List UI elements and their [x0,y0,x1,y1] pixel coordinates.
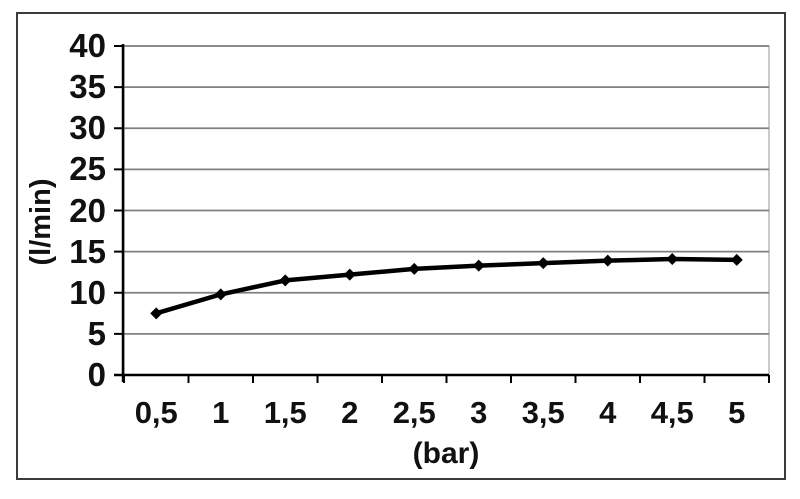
y-tick-label: 20 [69,191,106,229]
y-tick-label: 30 [69,109,106,147]
y-tick-label: 15 [69,232,106,270]
x-tick-label: 2 [341,395,359,430]
data-point-marker [730,253,743,266]
y-tick-label: 0 [87,356,106,393]
data-point-marker [343,268,356,281]
data-point-marker [537,257,550,270]
data-point-marker [214,288,227,301]
x-tick-label: 0,5 [134,395,178,430]
x-tick-label: 2,5 [392,395,436,430]
x-tick-label: 5 [728,395,746,430]
x-tick-label: 1,5 [263,395,307,430]
plot-border [123,45,770,376]
data-point-marker [601,254,614,267]
y-tick-label: 10 [69,273,106,311]
x-axis-title: (bar) [412,437,480,470]
data-point-marker [472,259,485,272]
x-tick-label: 1 [212,395,230,430]
data-point-marker [279,274,292,287]
data-point-marker [666,253,679,266]
y-tick-label: 40 [69,27,106,64]
x-tick-label: 3,5 [521,395,565,430]
y-tick-label: 25 [69,150,106,188]
y-tick-label: 5 [87,314,106,352]
data-point-marker [150,307,163,320]
x-tick-label: 3 [470,395,488,430]
y-tick-label: 35 [69,68,106,106]
y-axis-title: (l/min) [25,178,57,266]
chart-frame: 0 5 10 15 20 25 30 35 40 0,5 1 1,5 2 2,5 3 3,5 4 4,5 5 (l… [16,12,786,480]
x-tick-label: 4,5 [650,395,694,430]
series-line [154,256,739,316]
x-tick-label: 4 [599,395,617,430]
data-point-marker [408,262,421,275]
